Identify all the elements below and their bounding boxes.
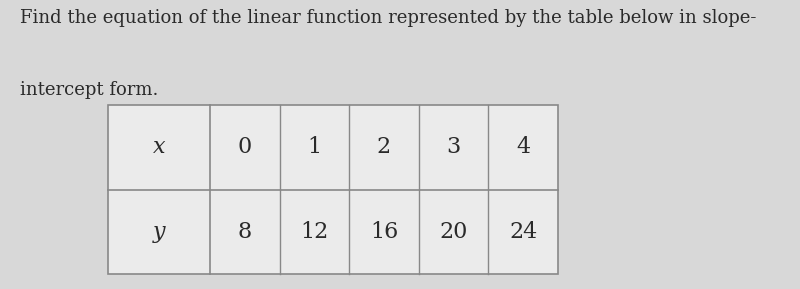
Text: 16: 16	[370, 221, 398, 243]
Text: Find the equation of the linear function represented by the table below in slope: Find the equation of the linear function…	[20, 9, 756, 27]
Text: x: x	[153, 136, 166, 158]
Text: 1: 1	[307, 136, 322, 158]
Text: intercept form.: intercept form.	[20, 81, 158, 99]
Text: 0: 0	[238, 136, 252, 158]
Text: 3: 3	[446, 136, 461, 158]
Text: 8: 8	[238, 221, 252, 243]
Text: y: y	[153, 221, 166, 243]
FancyBboxPatch shape	[108, 105, 558, 274]
Text: 2: 2	[377, 136, 391, 158]
Text: 20: 20	[439, 221, 468, 243]
Text: 12: 12	[300, 221, 329, 243]
Text: 24: 24	[509, 221, 538, 243]
Text: 4: 4	[516, 136, 530, 158]
